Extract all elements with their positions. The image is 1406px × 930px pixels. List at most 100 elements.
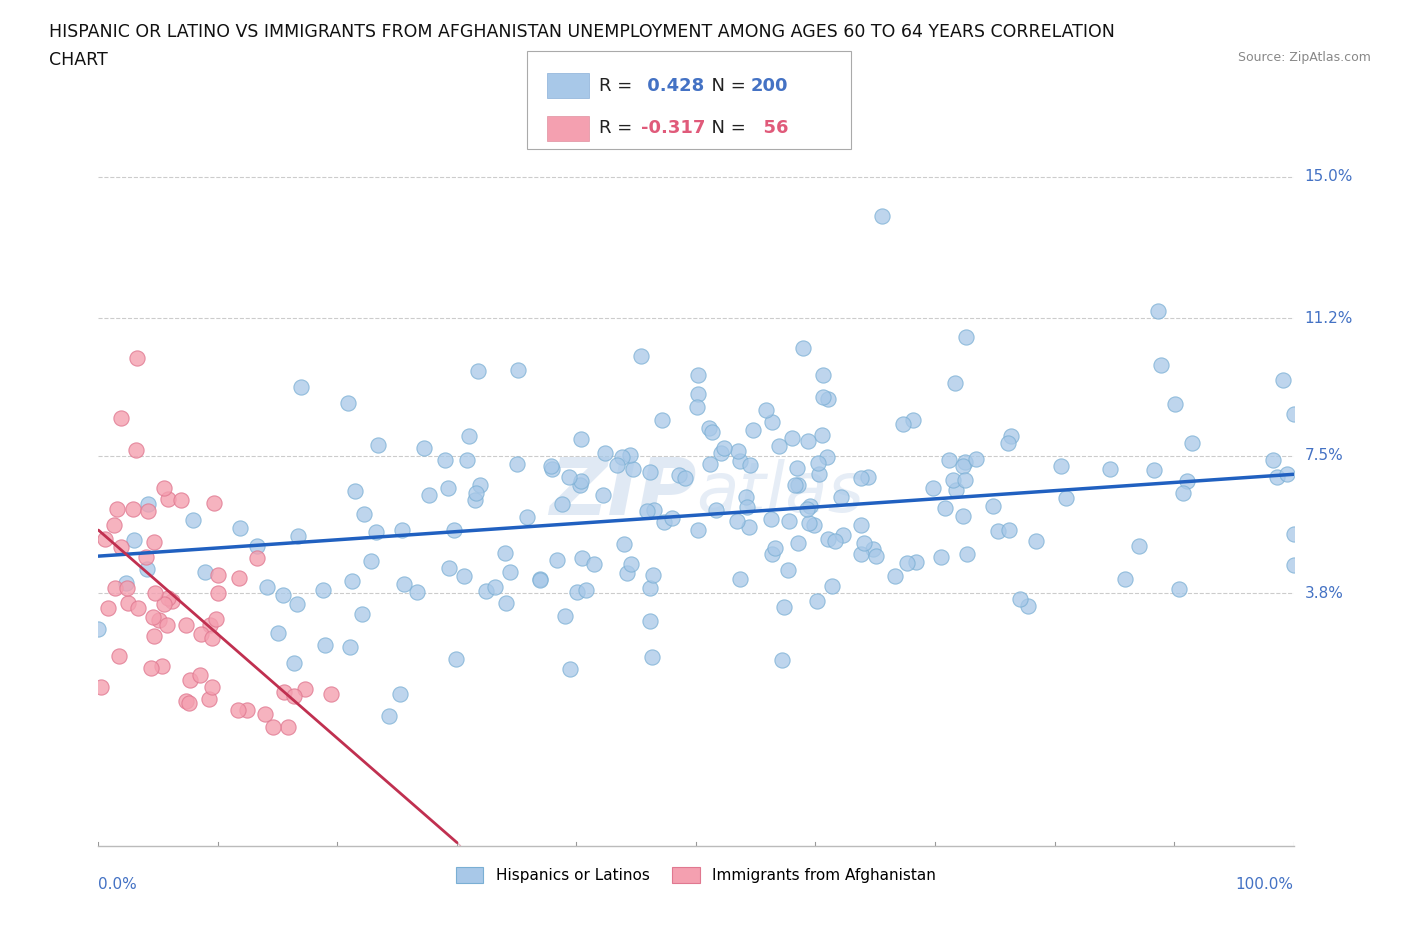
Point [710,445,733,460]
Text: R =: R = [599,119,638,138]
Point [1099,461,1122,476]
Point [606,458,628,472]
Point [314,638,336,653]
Point [862,542,884,557]
Point [783,478,806,493]
Point [569,432,592,446]
Point [699,456,721,471]
Point [799,498,821,513]
Point [786,460,808,475]
Point [621,461,644,476]
Text: 3.8%: 3.8% [1305,586,1344,601]
Point [467,364,489,379]
Point [139,661,162,676]
Point [905,554,928,569]
Point [406,584,429,599]
Point [942,472,965,487]
Point [367,437,389,452]
Text: Source: ZipAtlas.com: Source: ZipAtlas.com [1237,51,1371,64]
Point [759,512,782,526]
Point [207,568,229,583]
Point [610,449,633,464]
Point [201,631,224,645]
Point [786,536,808,551]
Point [290,379,312,394]
Point [90,679,112,694]
Point [554,609,576,624]
Point [613,537,636,551]
Text: N =: N = [700,77,752,95]
Point [1175,473,1198,488]
Point [105,501,128,516]
Point [103,518,125,533]
Text: HISPANIC OR LATINO VS IMMIGRANTS FROM AFGHANISTAN UNEMPLOYMENT AMONG AGES 60 TO : HISPANIC OR LATINO VS IMMIGRANTS FROM AF… [49,23,1115,41]
Point [1282,406,1305,421]
Point [145,585,167,600]
Point [641,650,664,665]
Point [851,547,873,562]
Point [619,557,641,572]
Point [352,607,374,622]
Point [1054,490,1077,505]
Point [505,457,527,472]
Point [797,516,820,531]
Point [772,600,794,615]
Point [228,571,250,586]
Point [884,569,907,584]
Point [115,576,138,591]
Point [728,454,751,469]
Point [796,501,818,516]
Point [245,538,267,553]
Point [339,639,361,654]
Text: 7.5%: 7.5% [1305,448,1343,463]
Text: 11.2%: 11.2% [1305,311,1353,325]
Point [256,580,278,595]
Point [1000,429,1022,444]
Point [516,510,538,525]
Text: R =: R = [599,77,638,95]
Point [124,532,146,547]
Point [654,514,676,529]
Point [851,471,873,485]
Point [344,484,367,498]
Point [891,417,914,432]
Point [271,588,294,603]
Point [127,351,149,365]
Point [865,549,887,564]
Point [1282,557,1305,572]
Point [734,489,756,504]
Point [181,512,204,527]
Point [730,572,752,587]
Point [955,472,977,487]
Point [540,458,562,473]
Point [630,349,652,364]
Point [157,591,180,606]
Point [952,458,974,473]
Point [456,453,478,468]
Point [142,610,165,625]
Point [761,547,783,562]
Text: 200: 200 [751,77,789,95]
Point [156,492,179,507]
Point [108,648,131,663]
Point [246,551,269,565]
Text: N =: N = [700,119,752,138]
Point [104,581,127,596]
Point [704,503,727,518]
Point [360,553,382,568]
Point [156,618,179,632]
Point [174,694,197,709]
Point [832,527,855,542]
Point [202,496,225,511]
Point [770,653,793,668]
Point [198,692,221,707]
Point [943,376,966,391]
Point [444,652,467,667]
Point [1143,463,1166,478]
Point [378,709,401,724]
Point [922,481,945,496]
Point [434,452,457,467]
Point [235,702,257,717]
Point [1168,581,1191,596]
Point [817,531,839,546]
